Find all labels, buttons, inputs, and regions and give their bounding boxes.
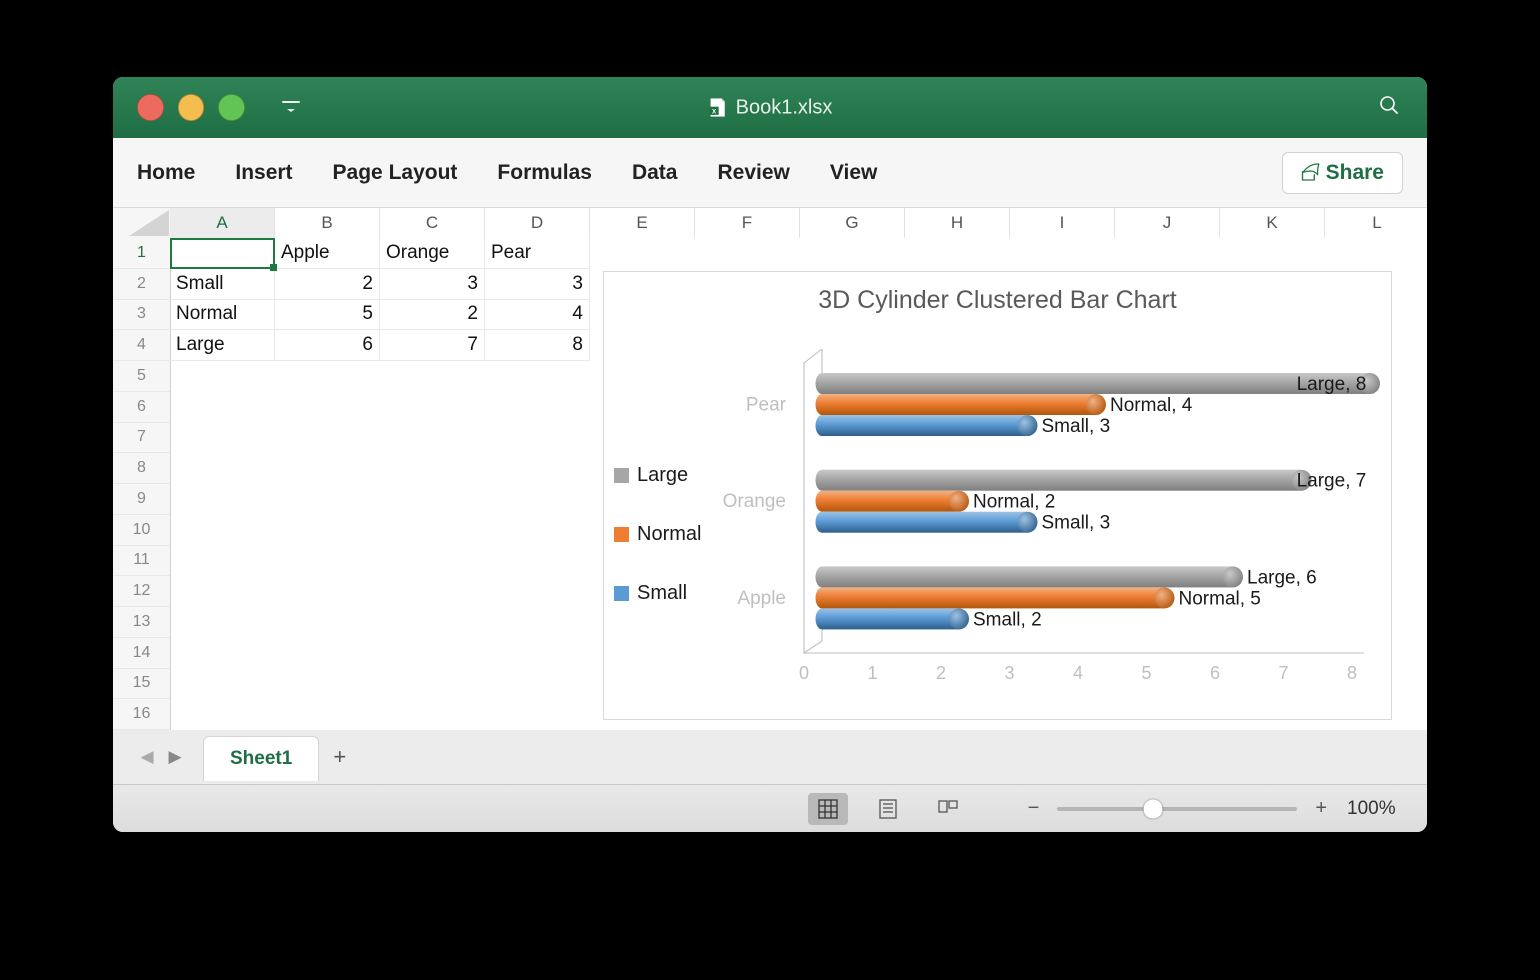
svg-text:Apple: Apple (737, 588, 786, 609)
svg-text:Large, 7: Large, 7 (1297, 471, 1367, 492)
svg-text:Orange: Orange (723, 491, 786, 512)
svg-text:1: 1 (867, 663, 877, 683)
svg-text:8: 8 (1347, 663, 1357, 683)
svg-text:Small, 2: Small, 2 (973, 609, 1042, 630)
svg-text:0: 0 (799, 663, 809, 683)
svg-text:5: 5 (1141, 663, 1151, 683)
svg-text:3: 3 (1004, 663, 1014, 683)
svg-text:Large, 6: Large, 6 (1247, 567, 1317, 588)
svg-text:Normal, 2: Normal, 2 (973, 492, 1055, 513)
svg-text:4: 4 (1073, 663, 1083, 683)
svg-text:6: 6 (1210, 663, 1220, 683)
svg-text:2: 2 (936, 663, 946, 683)
svg-text:Small, 3: Small, 3 (1042, 513, 1111, 534)
svg-text:7: 7 (1278, 663, 1288, 683)
svg-text:Pear: Pear (746, 395, 787, 416)
svg-text:Large, 8: Large, 8 (1297, 374, 1367, 395)
svg-text:Small, 3: Small, 3 (1042, 416, 1111, 437)
svg-text:Normal, 5: Normal, 5 (1179, 588, 1261, 609)
svg-text:Normal, 4: Normal, 4 (1110, 395, 1193, 416)
